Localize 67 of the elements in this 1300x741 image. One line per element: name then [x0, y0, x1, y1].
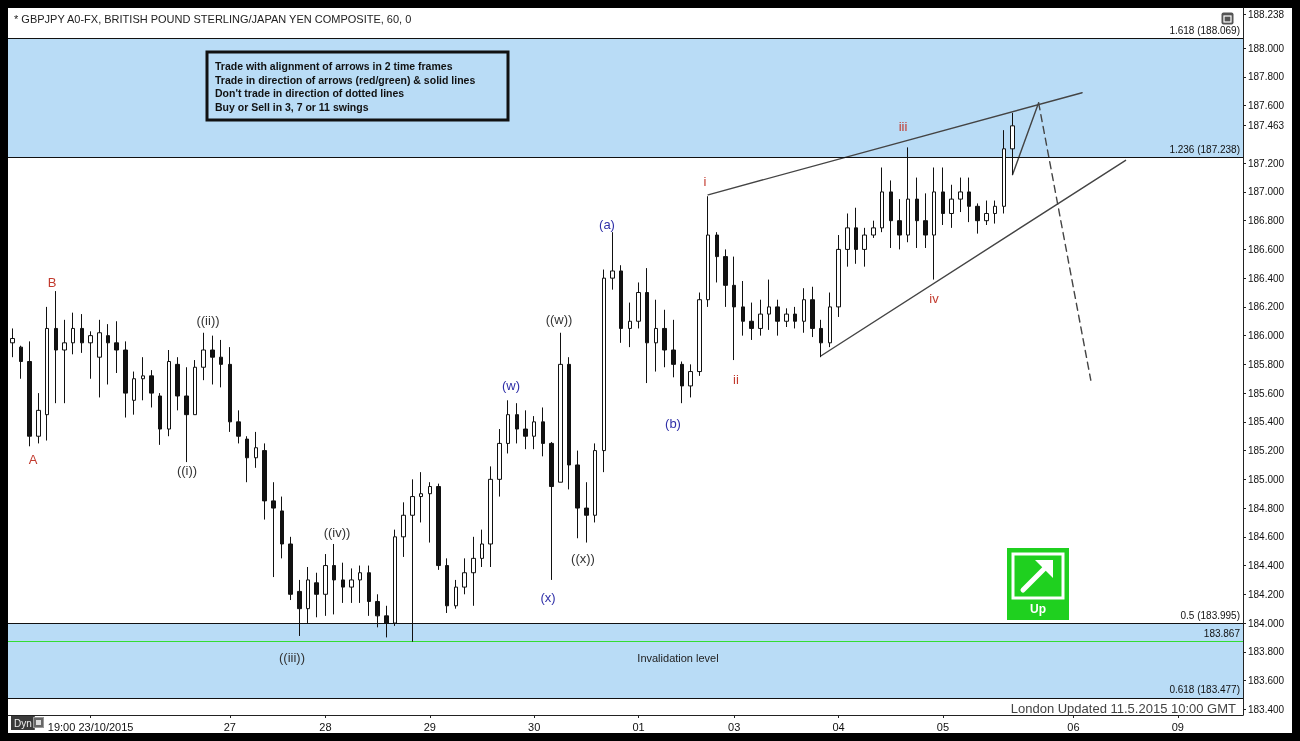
- signal-badge: Up: [1007, 548, 1069, 620]
- x-tick-label: 30: [528, 720, 541, 733]
- y-tick-label: 187.463: [1248, 119, 1285, 131]
- y-tick-label: 186.200: [1248, 301, 1285, 313]
- y-tick-label: 183.400: [1248, 703, 1285, 715]
- y-tick-label: 185.200: [1248, 445, 1285, 457]
- y-tick-label: 183.600: [1248, 675, 1285, 687]
- annotation: ((i)): [176, 462, 198, 478]
- y-tick-label: 186.800: [1248, 215, 1285, 227]
- annotation: (a): [599, 216, 615, 232]
- y-tick-label: 184.800: [1248, 502, 1285, 514]
- ref-line-label: 1.236 (187.238): [1169, 143, 1240, 155]
- annotation: ((iii)): [279, 649, 305, 665]
- ref-line-label: 0.5 (183.995): [1180, 609, 1240, 621]
- annotation: Up: [1029, 602, 1047, 616]
- x-tick-label: 03: [728, 720, 741, 733]
- annotation: Trade in direction of arrows (red/green) & solid lines: [215, 73, 476, 86]
- x-tick-label: 29: [423, 720, 436, 733]
- x-tick-label: 01: [632, 720, 645, 733]
- annotation: London Updated 11.5.2015 10:00 GMT: [1010, 700, 1237, 716]
- x-tick-label: 19:00 23/10/2015: [47, 720, 134, 733]
- annotation: ((iv)): [323, 524, 351, 540]
- annotation: B: [47, 274, 57, 290]
- annotation: (b): [665, 415, 681, 431]
- annotation: ((w)): [545, 311, 573, 327]
- ref-line-label: 1.618 (188.069): [1169, 24, 1240, 36]
- annotation: A: [28, 451, 38, 467]
- y-tick-label: 187.600: [1248, 100, 1285, 112]
- y-tick-label: 187.800: [1248, 71, 1285, 83]
- annotation: (w): [501, 377, 521, 393]
- annotation: (x): [540, 589, 556, 605]
- annotation: ((ii)): [196, 312, 220, 328]
- x-tick-label: 04: [832, 720, 845, 733]
- y-tick-label: 186.000: [1248, 330, 1285, 342]
- y-tick-label: 187.000: [1248, 186, 1285, 198]
- y-tick-label: 187.200: [1248, 157, 1285, 169]
- ref-line-label: 0.618 (183.477): [1169, 684, 1240, 696]
- text: Dyn: [14, 717, 32, 729]
- annotation: iv: [929, 290, 940, 306]
- chart-title: * GBPJPY A0-FX, BRITISH POUND STERLING/JAPAN YEN COMPOSITE, 60, 0: [14, 13, 412, 25]
- y-tick-label: 185.400: [1248, 416, 1285, 428]
- y-tick-label: 184.400: [1248, 560, 1285, 572]
- x-tick-label: 09: [1171, 720, 1184, 733]
- annotation: Trade with alignment of arrows in 2 time frames: [215, 60, 453, 72]
- y-tick-label: 188.238: [1248, 8, 1285, 20]
- annotation: iii: [898, 118, 908, 134]
- y-tick-label: 186.600: [1248, 243, 1285, 255]
- y-tick-label: 188.000: [1248, 42, 1285, 54]
- y-tick-label: 185.800: [1248, 358, 1285, 370]
- x-tick-label: 27: [223, 720, 236, 733]
- y-tick-label: 185.000: [1248, 473, 1285, 485]
- y-tick-label: 185.600: [1248, 387, 1285, 399]
- y-tick-label: 184.200: [1248, 588, 1285, 600]
- x-tick-label: 06: [1067, 720, 1080, 733]
- annotation: Invalidation level: [637, 652, 719, 664]
- y-tick-label: 184.600: [1248, 531, 1285, 543]
- x-tick-label: 28: [319, 720, 332, 733]
- y-tick-label: 183.800: [1248, 646, 1285, 658]
- x-tick-label: 05: [936, 720, 950, 733]
- y-tick-label: 184.000: [1248, 617, 1285, 629]
- annotation: ii: [733, 371, 739, 387]
- annotation: Buy or Sell in 3, 7 or 11 swings: [215, 100, 369, 113]
- annotation: i: [703, 173, 707, 189]
- annotation: Don't trade in direction of dotted lines: [215, 87, 405, 99]
- annotation: ((x)): [571, 550, 595, 566]
- y-tick-label: 186.400: [1248, 272, 1285, 284]
- ref-line-label: 183.867: [1203, 628, 1241, 640]
